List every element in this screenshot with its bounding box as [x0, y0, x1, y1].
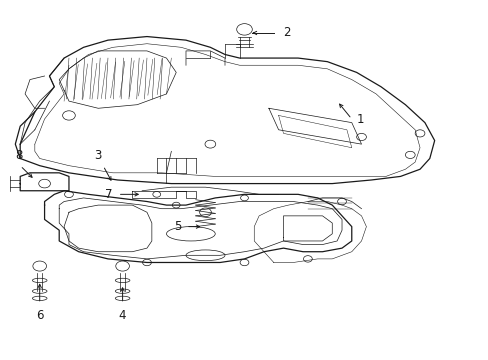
- Text: 2: 2: [283, 27, 290, 40]
- Text: 4: 4: [119, 309, 126, 322]
- Text: 7: 7: [105, 188, 113, 201]
- Text: 6: 6: [36, 309, 43, 322]
- Text: 1: 1: [356, 113, 364, 126]
- Text: 3: 3: [94, 149, 102, 162]
- Text: 8: 8: [15, 149, 22, 162]
- Text: 5: 5: [173, 220, 181, 233]
